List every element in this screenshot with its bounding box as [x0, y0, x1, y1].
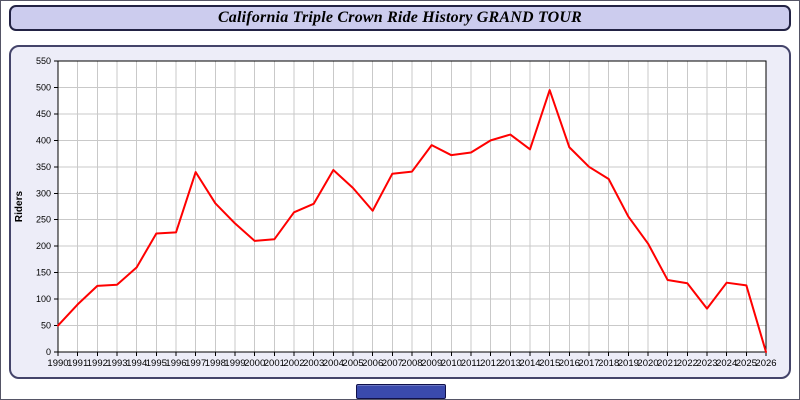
svg-text:2000: 2000 [244, 358, 265, 369]
svg-text:2008: 2008 [401, 358, 422, 369]
svg-text:200: 200 [36, 241, 51, 251]
svg-text:1994: 1994 [126, 358, 147, 369]
svg-text:350: 350 [36, 162, 51, 172]
svg-text:2009: 2009 [421, 358, 442, 369]
svg-text:1995: 1995 [146, 358, 167, 369]
svg-text:2022: 2022 [677, 358, 698, 369]
svg-text:2018: 2018 [598, 358, 619, 369]
svg-text:1990: 1990 [47, 358, 68, 369]
svg-text:450: 450 [36, 109, 51, 119]
svg-text:250: 250 [36, 215, 51, 225]
svg-text:1993: 1993 [106, 358, 127, 369]
svg-text:1996: 1996 [165, 358, 186, 369]
svg-text:150: 150 [36, 268, 51, 278]
svg-text:2006: 2006 [362, 358, 383, 369]
svg-text:2001: 2001 [264, 358, 285, 369]
svg-text:2021: 2021 [657, 358, 678, 369]
svg-text:2004: 2004 [323, 358, 344, 369]
svg-text:2007: 2007 [382, 358, 403, 369]
svg-text:1998: 1998 [205, 358, 226, 369]
svg-text:2016: 2016 [559, 358, 580, 369]
svg-text:2025: 2025 [736, 358, 757, 369]
svg-text:2013: 2013 [500, 358, 521, 369]
svg-text:2023: 2023 [696, 358, 717, 369]
chart-panel: 0 50 100 150 200 250 300 350 400 450 500 550 1990 199… [9, 45, 791, 379]
svg-text:2024: 2024 [716, 358, 737, 369]
svg-text:2010: 2010 [441, 358, 462, 369]
svg-text:300: 300 [36, 188, 51, 198]
footer-button[interactable] [356, 384, 446, 399]
svg-text:0: 0 [46, 347, 51, 357]
svg-text:Riders: Riders [14, 191, 25, 223]
svg-text:500: 500 [36, 82, 51, 92]
svg-text:1991: 1991 [67, 358, 88, 369]
svg-text:100: 100 [36, 294, 51, 304]
svg-text:2012: 2012 [480, 358, 501, 369]
svg-text:2003: 2003 [303, 358, 324, 369]
riders-line-chart: 0501001502002503003504004505005501990199… [14, 56, 777, 369]
svg-text:400: 400 [36, 135, 51, 145]
svg-text:2017: 2017 [578, 358, 599, 369]
svg-text:1997: 1997 [185, 358, 206, 369]
svg-text:1999: 1999 [224, 358, 245, 369]
svg-text:2005: 2005 [342, 358, 363, 369]
svg-text:2020: 2020 [637, 358, 658, 369]
svg-text:2015: 2015 [539, 358, 560, 369]
svg-text:550: 550 [36, 56, 51, 66]
svg-text:2026: 2026 [755, 358, 776, 369]
title-bar: California Triple Crown Ride History GRA… [9, 5, 791, 31]
page-title: California Triple Crown Ride History GRA… [217, 9, 583, 26]
svg-text:2014: 2014 [519, 358, 540, 369]
svg-text:2019: 2019 [618, 358, 639, 369]
svg-text:2002: 2002 [283, 358, 304, 369]
svg-text:50: 50 [41, 321, 51, 331]
svg-text:2011: 2011 [461, 358, 481, 369]
svg-text:1992: 1992 [87, 358, 108, 369]
